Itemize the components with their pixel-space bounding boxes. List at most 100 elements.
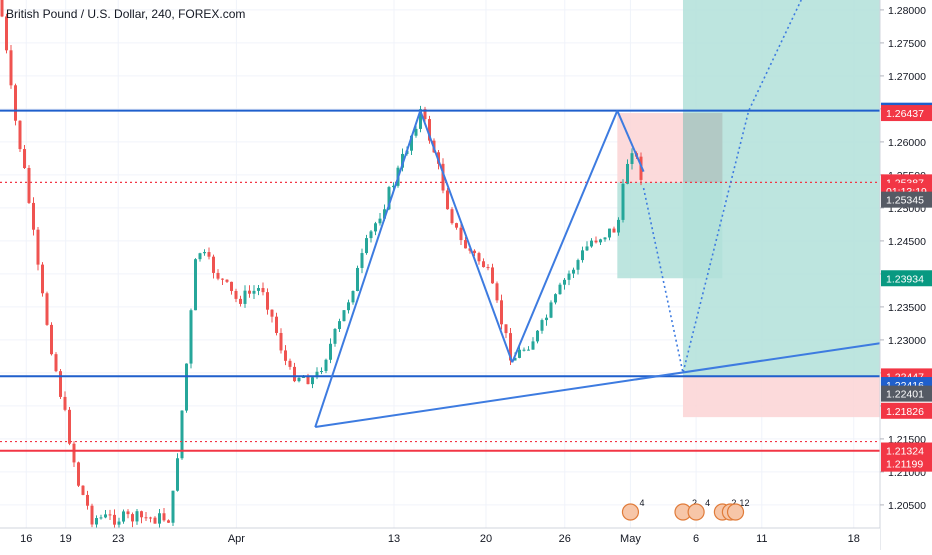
candle-body bbox=[347, 302, 350, 311]
candle-body bbox=[626, 163, 629, 184]
candle-body bbox=[383, 209, 386, 219]
projection-path bbox=[642, 0, 802, 374]
candle-body bbox=[239, 298, 242, 304]
candle-body bbox=[608, 228, 611, 238]
price-tag-label: 1.25345 bbox=[886, 195, 924, 207]
candle-body bbox=[621, 183, 625, 220]
price-tag bbox=[881, 385, 932, 402]
candle-body bbox=[176, 458, 179, 491]
candle-body bbox=[104, 514, 107, 518]
candle-body bbox=[50, 324, 53, 355]
event-count: 2 bbox=[745, 498, 750, 508]
zone-long-stop bbox=[682, 376, 880, 418]
candle-body bbox=[428, 119, 431, 141]
event-count: 4 bbox=[705, 498, 710, 508]
price-tag-label: 1.21324 bbox=[886, 446, 924, 458]
price-tag-label: 1.21199 bbox=[886, 459, 923, 471]
event-count: 4 bbox=[639, 498, 644, 508]
candle-body bbox=[482, 261, 485, 268]
candle-body bbox=[338, 321, 341, 329]
candle-body bbox=[230, 281, 233, 291]
candle-body bbox=[297, 377, 301, 382]
price-tick-label: 1.23500 bbox=[888, 302, 926, 314]
candle-body bbox=[545, 317, 548, 321]
candle-body bbox=[185, 363, 188, 411]
time-tick-label: 26 bbox=[559, 533, 571, 545]
candle-body bbox=[68, 409, 71, 444]
candle-body bbox=[392, 185, 395, 188]
candle-body bbox=[410, 135, 413, 151]
candle-body bbox=[441, 163, 445, 191]
price-tag-label: 1.22401 bbox=[886, 389, 924, 401]
candle-body bbox=[189, 310, 193, 364]
horizontal-levels bbox=[0, 109, 880, 452]
candle-body bbox=[599, 239, 602, 243]
price-tag-label: 1.26437 bbox=[886, 108, 924, 120]
time-tick-label: May bbox=[620, 533, 641, 545]
event-count: 2 bbox=[692, 498, 697, 508]
candle-body bbox=[630, 153, 634, 164]
candle-body bbox=[14, 85, 17, 121]
candle-body bbox=[603, 237, 607, 240]
time-axis-bg bbox=[0, 528, 880, 550]
candle-body bbox=[320, 371, 323, 373]
pattern-line bbox=[616, 110, 645, 172]
price-tick-label: 1.27500 bbox=[888, 38, 926, 50]
price-tag bbox=[881, 455, 932, 472]
candle-body bbox=[563, 279, 566, 285]
candle-body bbox=[369, 231, 373, 239]
time-tick-label: Apr bbox=[228, 533, 245, 545]
candle-body bbox=[234, 290, 238, 299]
time-tick-label: 6 bbox=[693, 533, 699, 545]
candle-body bbox=[329, 343, 332, 360]
price-tick-label: 1.20500 bbox=[888, 500, 926, 512]
candle-body bbox=[446, 190, 449, 210]
price-tick-label: 1.28000 bbox=[888, 5, 926, 17]
candle-body bbox=[288, 360, 292, 367]
candle-body bbox=[504, 324, 508, 334]
candle-body bbox=[162, 513, 166, 521]
candle-body bbox=[549, 302, 553, 318]
price-tag bbox=[881, 270, 932, 287]
candle-body bbox=[36, 229, 40, 265]
candle-body bbox=[23, 149, 26, 169]
candle-body bbox=[414, 128, 418, 136]
candle-body bbox=[122, 511, 125, 522]
candle-body bbox=[302, 376, 305, 378]
price-tag bbox=[881, 442, 932, 459]
candle-body bbox=[99, 517, 103, 519]
candle-body bbox=[180, 410, 184, 459]
candle-body bbox=[491, 267, 494, 284]
candle-body bbox=[203, 252, 206, 254]
candle-body bbox=[27, 168, 31, 203]
event-marker bbox=[621, 503, 640, 521]
candle-body bbox=[342, 310, 346, 322]
event-count: 2 bbox=[731, 498, 736, 508]
candle-body bbox=[419, 109, 422, 129]
candle-body bbox=[108, 514, 112, 516]
candle-body bbox=[275, 316, 278, 333]
candle-body bbox=[140, 511, 143, 518]
candle-body bbox=[279, 332, 283, 351]
price-tick-label: 1.26000 bbox=[888, 137, 926, 149]
candle-body bbox=[207, 252, 211, 257]
candle-body bbox=[594, 240, 598, 243]
candle-body bbox=[306, 376, 310, 385]
event-marker bbox=[726, 503, 745, 521]
candle-body bbox=[315, 371, 319, 378]
candle-body bbox=[266, 292, 269, 310]
candle-body bbox=[522, 349, 526, 351]
candle-body bbox=[360, 253, 364, 268]
candle-body bbox=[581, 250, 584, 261]
candle-body bbox=[473, 250, 476, 254]
candle-body bbox=[464, 240, 467, 249]
candle-body bbox=[495, 283, 499, 301]
candle-body bbox=[455, 223, 458, 228]
candle-body bbox=[554, 294, 557, 303]
candle-body bbox=[126, 511, 130, 515]
candle-body bbox=[509, 333, 512, 361]
candle-body bbox=[144, 517, 148, 519]
